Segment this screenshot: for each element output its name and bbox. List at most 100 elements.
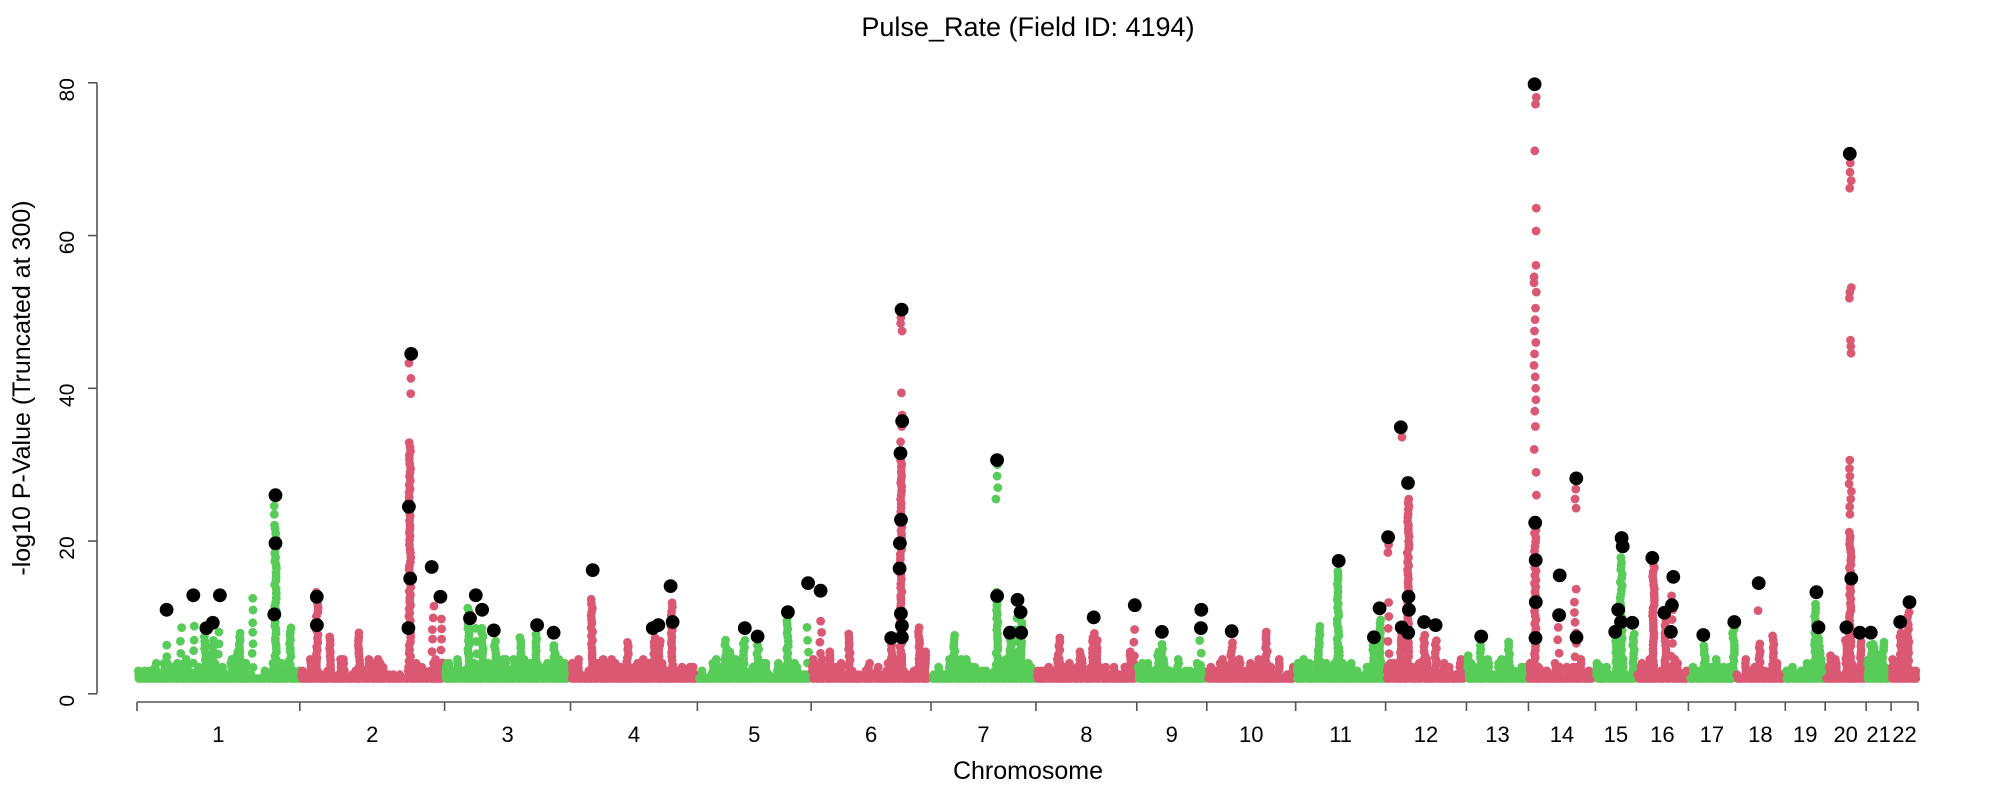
snp-point	[1530, 146, 1540, 156]
snp-point	[1530, 315, 1540, 324]
snp-point	[531, 629, 541, 639]
highlight-point	[1331, 554, 1346, 568]
snp-point	[1553, 635, 1563, 645]
snp-point	[1444, 662, 1454, 672]
snp-point	[1101, 662, 1111, 672]
snp-point	[792, 662, 802, 672]
snp-point	[1845, 502, 1855, 512]
snp-point	[1879, 637, 1889, 647]
x-tick-label: 2	[366, 722, 378, 747]
snp-point	[214, 627, 224, 637]
snp-point	[803, 635, 812, 645]
snp-point	[993, 483, 1003, 492]
snp-point	[1845, 509, 1855, 519]
highlight-point	[1013, 605, 1028, 619]
x-tick-label: 5	[748, 722, 760, 747]
snp-point	[429, 601, 439, 611]
snp-point	[1845, 183, 1855, 193]
snp-point	[1383, 624, 1393, 633]
snp-point	[1304, 658, 1314, 668]
snp-point	[354, 628, 364, 638]
highlight-point	[309, 589, 324, 604]
highlight-point	[1614, 615, 1628, 629]
snp-point	[270, 520, 279, 530]
x-tick-label: 13	[1485, 722, 1509, 747]
highlight-point	[1842, 146, 1857, 161]
snp-point	[428, 625, 437, 634]
snp-point	[429, 658, 438, 668]
snp-point	[1555, 662, 1564, 672]
highlight-point	[1417, 615, 1431, 629]
snp-point	[162, 652, 172, 662]
snp-point	[1682, 666, 1691, 676]
highlight-point	[990, 589, 1004, 603]
highlight-point	[1381, 530, 1395, 545]
snp-point	[1090, 629, 1099, 638]
highlight-point	[475, 602, 489, 617]
snp-point	[437, 624, 446, 634]
y-tick-label: 40	[56, 384, 79, 407]
highlight-point	[1372, 601, 1387, 616]
snp-point	[214, 639, 224, 649]
snp-point	[247, 672, 257, 682]
snp-point	[836, 658, 846, 668]
snp-point	[1667, 662, 1677, 672]
highlight-point	[1645, 551, 1660, 565]
highlight-point	[892, 561, 907, 576]
highlight-point	[404, 347, 419, 361]
snp-point	[1846, 176, 1856, 186]
snp-point	[1065, 658, 1074, 668]
snp-point	[1570, 617, 1580, 627]
snp-point	[1845, 464, 1854, 473]
snp-point	[1383, 662, 1393, 672]
snp-point	[897, 326, 907, 336]
snp-point	[1554, 672, 1563, 682]
snp-point	[235, 628, 245, 638]
snp-point	[1463, 651, 1473, 660]
snp-point	[1814, 633, 1823, 643]
snp-point	[1602, 662, 1611, 672]
snp-point	[1530, 349, 1539, 359]
x-tick-label: 18	[1748, 722, 1772, 747]
x-tick-label: 22	[1892, 722, 1916, 747]
highlight-point	[651, 618, 666, 632]
snp-point	[688, 662, 698, 672]
x-tick-label: 6	[865, 722, 877, 747]
snp-point	[1846, 283, 1856, 292]
snp-point	[1274, 655, 1284, 664]
snp-point	[1530, 406, 1540, 416]
highlight-point	[1194, 602, 1209, 617]
snp-point	[1055, 633, 1065, 643]
snp-point	[1531, 287, 1541, 297]
highlight-point	[1809, 585, 1824, 600]
snp-point	[774, 658, 783, 668]
highlight-point	[401, 621, 416, 635]
highlight-point	[268, 536, 283, 551]
snp-point	[1346, 658, 1356, 668]
highlight-point	[1402, 602, 1416, 617]
snp-point	[753, 641, 762, 650]
highlight-point	[894, 606, 908, 621]
snp-point	[248, 663, 258, 672]
highlight-point	[1474, 629, 1489, 644]
snp-point	[162, 662, 172, 672]
highlight-point	[585, 563, 600, 577]
snp-point	[1711, 655, 1721, 664]
snp-point	[1196, 672, 1206, 682]
snp-point	[1075, 647, 1085, 657]
snp-point	[325, 632, 335, 642]
snp-point	[1570, 494, 1580, 504]
highlight-point	[186, 588, 201, 603]
snp-point	[453, 655, 462, 664]
y-tick-label: 0	[56, 695, 79, 707]
snp-point	[189, 621, 199, 631]
snp-point	[1571, 503, 1581, 513]
x-tick-label: 4	[628, 722, 640, 747]
x-tick-label: 9	[1166, 722, 1178, 747]
snp-point	[437, 614, 446, 624]
snp-point	[471, 672, 480, 682]
snp-point	[549, 641, 559, 650]
